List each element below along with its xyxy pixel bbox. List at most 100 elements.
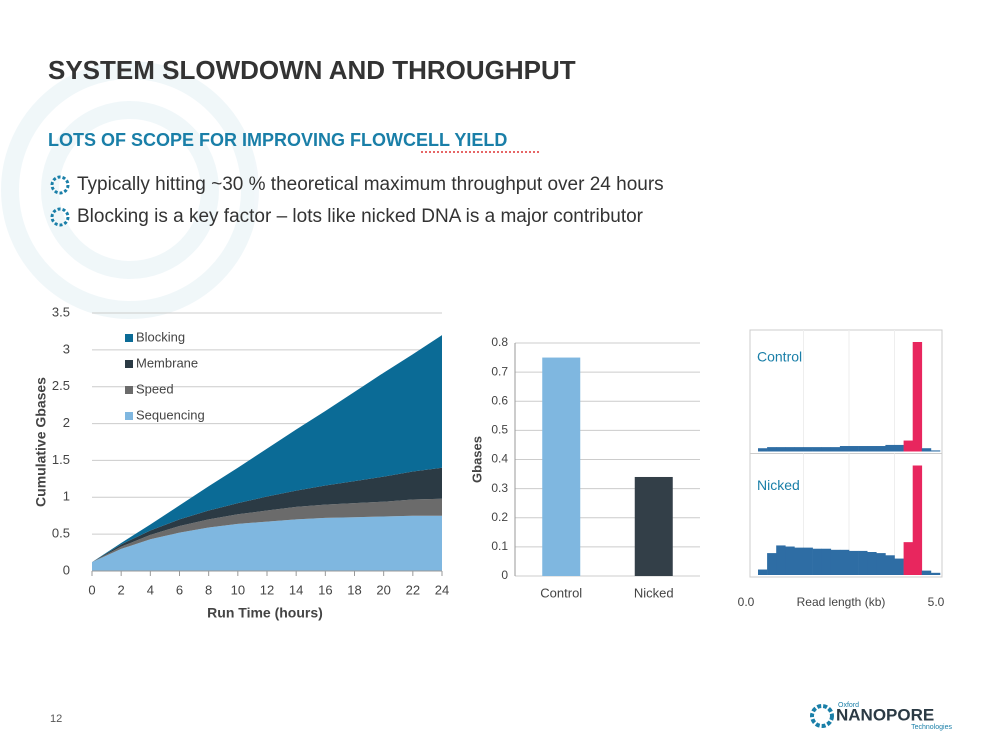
panel-label: Control — [757, 349, 802, 365]
slide-subtitle: LOTS OF SCOPE FOR IMPROVING FLOWCELL YIE… — [48, 130, 507, 150]
bullet: Typically hitting ~30 % theoretical maxi… — [77, 174, 664, 195]
background-decoration — [1, 61, 259, 319]
area — [92, 515, 442, 571]
histogram-bar — [903, 542, 913, 575]
histogram-bar — [794, 547, 804, 575]
legend-swatch — [125, 412, 133, 420]
histogram-bar — [876, 446, 886, 452]
logo-name: NANOPORE — [836, 705, 934, 724]
y-tick-label: 0.4 — [491, 452, 508, 466]
histogram-bar — [812, 447, 822, 452]
histogram-bar — [885, 555, 895, 575]
y-tick-label: 3 — [63, 341, 70, 356]
histogram-bar — [821, 447, 832, 452]
histogram-bar — [858, 446, 868, 452]
y-tick-label: 0.3 — [491, 481, 508, 495]
histogram-bar — [767, 553, 777, 575]
histogram-bar — [803, 447, 813, 452]
y-axis-title: Gbases — [469, 436, 484, 483]
bar — [542, 357, 581, 576]
histogram-bar — [812, 548, 822, 575]
histogram-bar — [867, 552, 877, 575]
histogram-bar — [885, 444, 895, 452]
legend-label: Sequencing — [136, 407, 205, 422]
x-tick-label: Control — [540, 585, 582, 600]
x-tick-label: 10 — [231, 582, 245, 597]
histogram-bar — [921, 448, 932, 452]
page-number: 12 — [50, 713, 62, 725]
x-tick-label: 24 — [435, 582, 449, 597]
y-tick-label: 1 — [63, 489, 70, 504]
x-tick-label: 4 — [147, 582, 154, 597]
histogram-bar — [830, 549, 841, 575]
histogram-bar — [776, 447, 786, 452]
histogram-bar — [849, 446, 859, 452]
area — [92, 498, 442, 563]
histogram-bar — [839, 549, 850, 575]
bar — [634, 476, 673, 576]
logo: Oxford NANOPORE Technologies — [810, 702, 952, 731]
histogram-bar — [921, 570, 932, 575]
x-tick-label: 14 — [289, 582, 303, 597]
y-tick-label: 0.6 — [491, 393, 508, 407]
histogram-bar — [839, 446, 850, 452]
histogram-bar — [821, 548, 832, 575]
x-tick-label: 12 — [260, 582, 274, 597]
area — [92, 335, 442, 563]
histogram-bar — [767, 447, 777, 452]
y-tick-label: 2 — [63, 415, 70, 430]
x-tick-label: 18 — [347, 582, 361, 597]
logo-text: Technologies — [911, 724, 952, 731]
bullet: Blocking is a key factor – lots like nic… — [77, 206, 644, 227]
y-tick-label: 0.1 — [491, 539, 508, 553]
histogram-bar — [803, 547, 813, 575]
histogram-bar — [830, 447, 841, 452]
x-tick-label: 20 — [376, 582, 390, 597]
legend-swatch — [125, 386, 133, 394]
x-tick-label: 0 — [88, 582, 95, 597]
histogram-bar — [858, 550, 868, 575]
histogram-bar — [758, 448, 768, 452]
logo-text: Oxford — [838, 702, 859, 709]
x-tick-label: 22 — [406, 582, 420, 597]
histogram-bar — [930, 450, 941, 452]
x-tick-label: 2 — [118, 582, 125, 597]
slide-title: SYSTEM SLOWDOWN AND THROUGHPUT — [48, 55, 576, 85]
x-tick-label: 16 — [318, 582, 332, 597]
y-tick-label: 0.8 — [491, 335, 508, 349]
legend-label: Speed — [136, 381, 174, 396]
legend-swatch — [125, 334, 133, 342]
histogram-bar — [912, 342, 923, 452]
y-tick-label: 0 — [501, 568, 508, 582]
bullet-icon — [50, 175, 70, 227]
x-tick-label: 5.0 — [928, 595, 945, 609]
x-axis-title: Read length (kb) — [797, 595, 886, 609]
x-tick-label: 0.0 — [738, 595, 755, 609]
histogram-bar — [894, 444, 904, 452]
y-tick-label: 0.7 — [491, 364, 508, 378]
x-tick-label: 6 — [176, 582, 183, 597]
x-axis-title: Run Time (hours) — [207, 605, 323, 621]
y-tick-label: 0.2 — [491, 510, 508, 524]
histogram-bar — [776, 545, 786, 575]
x-tick-label: 8 — [205, 582, 212, 597]
y-tick-label: 2.5 — [52, 378, 70, 393]
y-tick-label: 3.5 — [52, 304, 70, 319]
legend-label: Membrane — [136, 355, 198, 370]
legend-swatch — [125, 360, 133, 368]
histogram-bar — [912, 465, 923, 575]
histogram-bar — [876, 553, 886, 575]
histogram-bar — [758, 569, 768, 575]
y-tick-label: 0 — [63, 562, 70, 577]
histogram-bar — [785, 447, 795, 452]
area — [92, 467, 442, 563]
histogram-bar — [930, 572, 941, 575]
panel-label: Nicked — [757, 477, 800, 493]
histogram-bar — [849, 550, 859, 575]
histogram-bar — [867, 446, 877, 452]
y-tick-label: 0.5 — [52, 526, 70, 541]
legend-label: Blocking — [136, 329, 185, 344]
x-tick-label: Nicked — [634, 585, 674, 600]
